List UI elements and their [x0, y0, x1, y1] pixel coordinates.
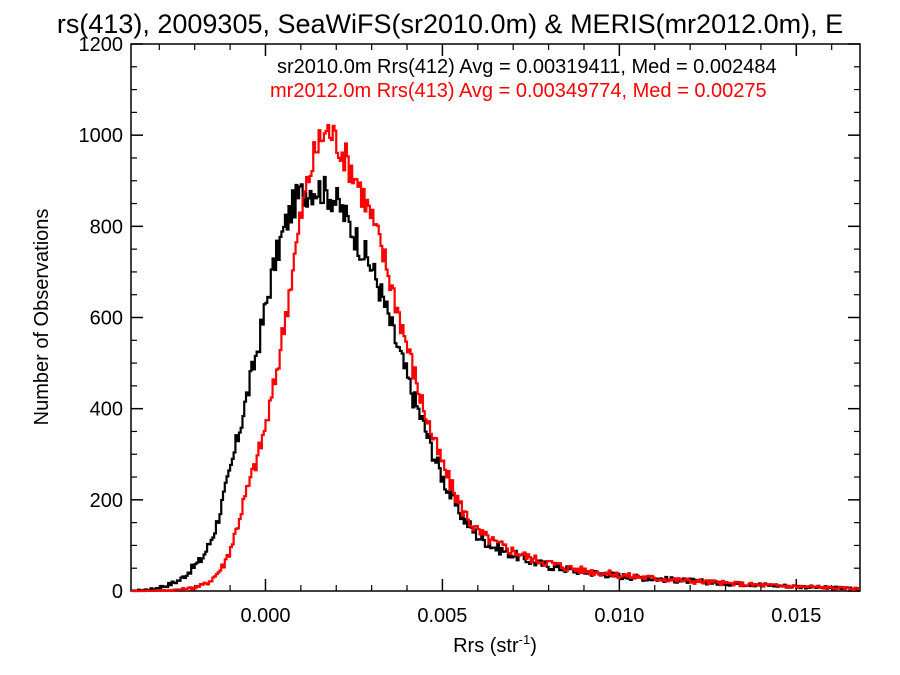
x-tick-label: 0.010	[594, 605, 644, 627]
series-lines	[131, 124, 860, 593]
plot-frame	[130, 43, 861, 592]
chart-title: rs(413), 2009305, SeaWiFS(sr2010.0m) & M…	[57, 9, 843, 39]
series-line-black	[131, 175, 860, 593]
legend-entry-red: mr2012.0m Rrs(413) Avg = 0.00349774, Med…	[270, 80, 767, 102]
plot-area: 0.000 0.005 0.010 0.015 0 200 400 600 800 1000 12…	[79, 34, 861, 627]
y-tick-label: 400	[90, 399, 123, 421]
x-tick-label: 0.015	[771, 605, 821, 627]
x-axis-label-sup: -1	[519, 632, 531, 647]
x-tick-label: 0.000	[240, 605, 290, 627]
y-tick-label: 200	[90, 490, 123, 512]
series-line-red	[131, 124, 860, 593]
legend-entry-black: sr2010.0m Rrs(412) Avg = 0.00319411, Med…	[277, 56, 777, 78]
y-tick-label: 600	[90, 308, 123, 330]
x-axis: 0.000 0.005 0.010 0.015	[158, 44, 833, 627]
x-axis-label-close: )	[530, 635, 537, 657]
x-axis-label-main: Rrs (str	[453, 635, 519, 657]
x-tick-label: 0.005	[417, 605, 467, 627]
y-axis-label: Number of Observations	[31, 209, 53, 426]
y-tick-label: 0	[112, 581, 123, 603]
y-tick-label: 1000	[79, 125, 124, 147]
y-axis: 0 200 400 600 800 1000 1200	[79, 34, 860, 603]
legend: sr2010.0m Rrs(412) Avg = 0.00319411, Med…	[270, 56, 777, 102]
y-tick-label: 1200	[79, 34, 124, 56]
x-axis-label: Rrs (str-1)	[453, 632, 537, 657]
y-tick-label: 800	[90, 216, 123, 238]
